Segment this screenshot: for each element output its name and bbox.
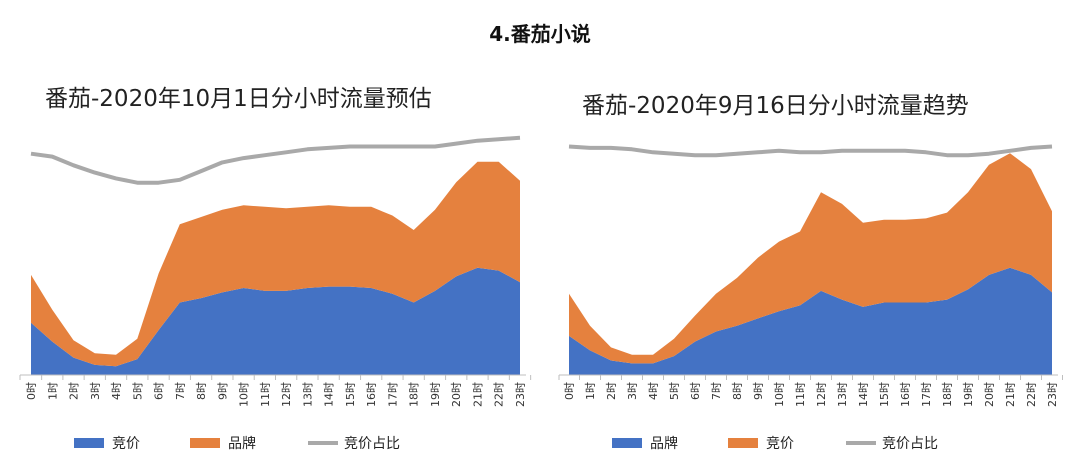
x-tick-label: 15时 bbox=[878, 382, 891, 407]
x-tick-label: 13时 bbox=[301, 382, 314, 407]
x-tick-label: 14时 bbox=[323, 382, 336, 407]
legend-label-竞价占比: 竞价占比 bbox=[882, 435, 938, 452]
x-tick-label: 22时 bbox=[493, 382, 506, 407]
x-tick-label: 9时 bbox=[216, 382, 229, 400]
x-tick-label: 7时 bbox=[174, 382, 187, 400]
x-tick-label: 13时 bbox=[836, 382, 849, 407]
page-title: 4.番茄小说 bbox=[489, 22, 591, 46]
x-tick-label: 19时 bbox=[429, 382, 442, 407]
legend-label-竞价: 竞价 bbox=[112, 435, 140, 452]
chart-title-0: 番茄-2020年10月1日分小时流量预估 bbox=[45, 86, 432, 112]
x-tick-label: 16时 bbox=[365, 382, 378, 407]
x-tick-label: 20时 bbox=[983, 382, 996, 407]
x-tick-label: 7时 bbox=[710, 382, 723, 400]
x-tick-label: 10时 bbox=[238, 382, 251, 407]
x-tick-label: 16时 bbox=[899, 382, 912, 407]
x-tick-label: 6时 bbox=[689, 382, 702, 400]
x-tick-label: 19时 bbox=[962, 382, 975, 407]
x-tick-label: 5时 bbox=[668, 382, 681, 400]
x-tick-label: 5时 bbox=[131, 382, 144, 400]
legend-label-品牌: 品牌 bbox=[650, 435, 678, 452]
x-tick-label: 6时 bbox=[153, 382, 166, 400]
x-tick-label: 3时 bbox=[89, 382, 102, 400]
x-tick-label: 2时 bbox=[605, 382, 618, 400]
x-tick-label: 23时 bbox=[1046, 382, 1059, 407]
x-tick-label: 20时 bbox=[450, 382, 463, 407]
x-tick-label: 17时 bbox=[386, 382, 399, 407]
area-series-品牌 bbox=[31, 161, 520, 367]
x-tick-label: 0时 bbox=[25, 382, 38, 400]
x-tick-label: 8时 bbox=[195, 382, 208, 400]
x-tick-label: 9时 bbox=[752, 382, 765, 400]
legend-swatch-品牌 bbox=[612, 438, 642, 448]
x-tick-label: 23时 bbox=[514, 382, 527, 407]
legend-swatch-竞价 bbox=[74, 438, 104, 448]
x-tick-label: 18时 bbox=[941, 382, 954, 407]
chart-title-1: 番茄-2020年9月16日分小时流量趋势 bbox=[582, 93, 969, 119]
x-tick-label: 14时 bbox=[857, 382, 870, 407]
x-tick-label: 8时 bbox=[731, 382, 744, 400]
area-series-品牌 bbox=[569, 267, 1052, 375]
legend-swatch-品牌 bbox=[190, 438, 220, 448]
legend-label-竞价占比: 竞价占比 bbox=[344, 435, 400, 452]
area-series-竞价 bbox=[31, 267, 520, 375]
legend-swatch-竞价 bbox=[728, 438, 758, 448]
x-tick-label: 18时 bbox=[408, 382, 421, 407]
x-tick-label: 2时 bbox=[68, 382, 81, 400]
x-tick-label: 1时 bbox=[46, 382, 59, 400]
x-tick-label: 15时 bbox=[344, 382, 357, 407]
x-tick-label: 0时 bbox=[563, 382, 576, 400]
x-tick-label: 1时 bbox=[584, 382, 597, 400]
x-tick-label: 4时 bbox=[110, 382, 123, 400]
line-series-竞价占比 bbox=[30, 135, 521, 185]
x-tick-label: 4时 bbox=[647, 382, 660, 400]
x-tick-label: 22时 bbox=[1025, 382, 1038, 407]
x-tick-label: 21时 bbox=[1004, 382, 1017, 407]
x-tick-label: 3时 bbox=[626, 382, 639, 400]
x-tick-label: 11时 bbox=[794, 382, 807, 407]
legend-label-竞价: 竞价 bbox=[766, 435, 794, 452]
legend-label-品牌: 品牌 bbox=[228, 435, 256, 452]
line-series-竞价占比 bbox=[568, 144, 1053, 158]
x-tick-label: 11时 bbox=[259, 382, 272, 407]
x-tick-label: 21时 bbox=[471, 382, 484, 407]
x-tick-label: 17时 bbox=[920, 382, 933, 407]
x-tick-label: 10时 bbox=[773, 382, 786, 407]
area-series-竞价 bbox=[569, 153, 1052, 364]
x-tick-label: 12时 bbox=[815, 382, 828, 407]
x-tick-label: 12时 bbox=[280, 382, 293, 407]
